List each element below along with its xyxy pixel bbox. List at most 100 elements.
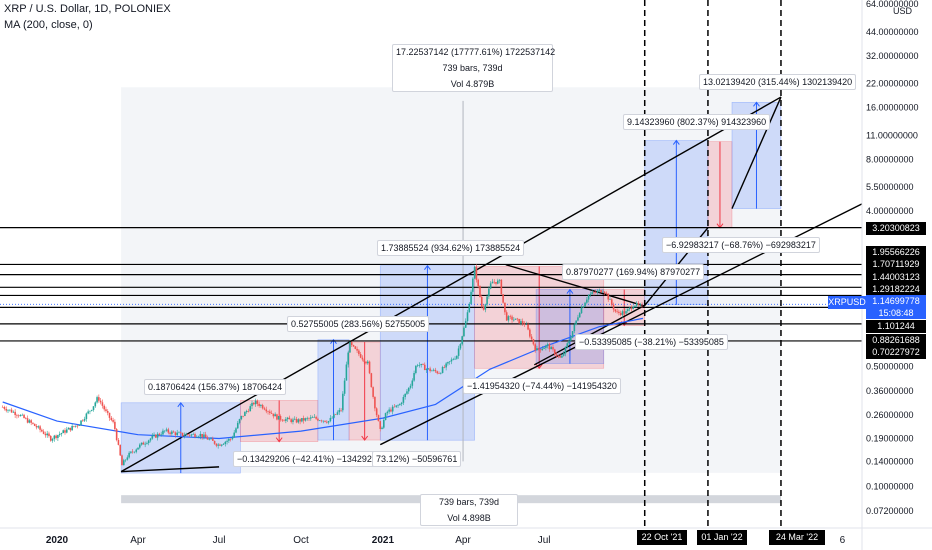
candle-body [215, 443, 218, 446]
candle-body [327, 421, 330, 423]
candle-body [527, 324, 529, 330]
x-tick-label: 2021 [372, 535, 395, 546]
candle-body [625, 311, 627, 314]
candle-body [429, 368, 431, 372]
candle-body [228, 439, 230, 441]
candle-body [140, 442, 143, 445]
candle-body [548, 344, 551, 350]
candle-body [591, 292, 593, 294]
candle-body [541, 348, 544, 351]
candle-body [144, 443, 146, 445]
candle-body [375, 408, 378, 416]
trend-line-1 [121, 466, 220, 473]
candle-body [324, 420, 326, 422]
candle-body [299, 419, 301, 422]
y-tick-label: 16.00000000 [866, 103, 919, 113]
candle-body [603, 291, 606, 293]
candle-body [99, 400, 102, 403]
candle-body [261, 405, 264, 409]
candle-body [17, 415, 20, 417]
measure-label-2: −0.13429206 (−42.41%) −13429206 [233, 451, 386, 467]
candle-body [425, 368, 428, 371]
candle-body [637, 302, 640, 305]
candle-body [238, 419, 241, 423]
candle-body [322, 420, 325, 422]
candle-body [573, 324, 576, 332]
candle-body [610, 299, 613, 305]
candle-body [484, 304, 487, 310]
candle-body [468, 303, 471, 313]
candle-body [368, 361, 371, 374]
candle-body [139, 444, 141, 448]
candle-body [555, 354, 558, 356]
candle-body [374, 396, 376, 409]
candle-body [245, 411, 248, 413]
candle-body [586, 299, 588, 303]
measure-top-vol: Vol 4.879B [450, 79, 495, 89]
candle-body [149, 438, 152, 441]
candle-body [87, 411, 89, 414]
candle-body [270, 412, 273, 414]
candle-body [293, 418, 296, 420]
candle-body [416, 365, 419, 366]
candle-body [479, 285, 481, 297]
x-tick-label: Oct [293, 535, 309, 546]
candle-body [523, 323, 526, 325]
candle-body [28, 420, 31, 423]
candle-body [459, 344, 462, 349]
measure-label-11: 13.02139420 (315.44%) 1302139420 [699, 74, 857, 90]
measure-label-5: 1.73885524 (934.62%) 173885524 [377, 240, 525, 256]
candle-body [436, 371, 439, 374]
candle-body [639, 304, 642, 306]
measure-label-3: 0.52755005 (283.56%) 52755005 [287, 316, 430, 332]
candle-body [354, 346, 357, 349]
candle-body [309, 417, 312, 419]
candle-body [39, 426, 41, 430]
candle-body [315, 416, 317, 419]
candle-body [399, 404, 401, 406]
candle-body [543, 347, 545, 349]
candle-body [594, 292, 597, 293]
candle-body [413, 373, 415, 381]
candle-body [274, 414, 276, 417]
candle-body [283, 420, 285, 422]
range-arrowhead-0 [177, 401, 185, 408]
range-arrowhead-2 [330, 338, 337, 345]
candle-body [10, 409, 13, 413]
candle-body [635, 302, 638, 306]
measure-label-8: −0.53395085 (−38.21%) −53395085 [575, 334, 728, 350]
candle-body [393, 406, 396, 408]
time-label-22oct: 22 Oct '21 [637, 530, 687, 545]
candle-body [493, 281, 496, 283]
candle-body [448, 361, 451, 363]
candle-body [226, 440, 228, 442]
candle-body [44, 433, 47, 436]
candle-body [525, 324, 528, 326]
candle-body [41, 429, 43, 432]
candle-body [247, 411, 250, 412]
candle-body [114, 421, 116, 430]
candle-body [439, 372, 442, 374]
y-tick-label: 11.00000000 [866, 130, 918, 140]
indicator-label: MA (200, close, 0) [4, 19, 93, 31]
candle-body [365, 361, 367, 364]
candle-body [404, 393, 406, 397]
measure-label-1: 0.18706424 (156.37%) 18706424 [144, 379, 287, 395]
candle-body [256, 400, 259, 404]
candle-body [49, 435, 52, 441]
candle-body [614, 309, 617, 312]
candle-body [219, 444, 221, 446]
candle-body [92, 406, 95, 410]
measure-top-bars: 739 bars, 739d [442, 63, 503, 73]
candle-body [495, 281, 497, 284]
candle-body [1, 406, 4, 408]
candle-body [345, 364, 348, 381]
candle-body [242, 415, 244, 417]
candle-body [35, 425, 38, 428]
candle-body [179, 432, 182, 434]
candle-body [53, 435, 56, 439]
candle-body [470, 291, 472, 304]
candle-body [217, 444, 219, 446]
candle-body [155, 434, 157, 438]
